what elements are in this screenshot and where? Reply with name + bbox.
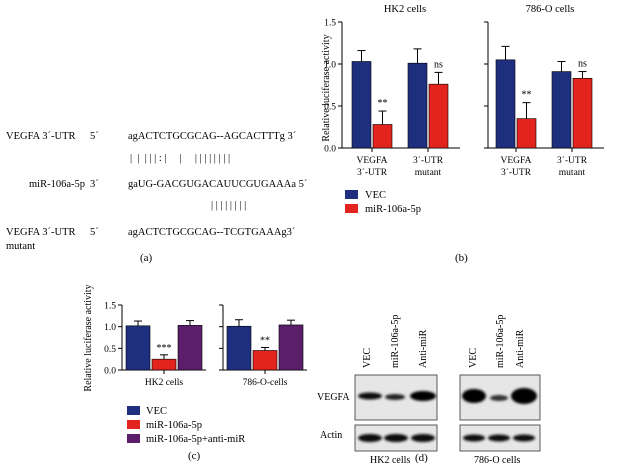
wb-hk2-actin-band-anti [411, 434, 435, 442]
seq-row1-sequence: agACTCTGCGCAG--AGCACTTTg 3´ [128, 131, 296, 142]
panel-b-786o-bar-vec-1 [551, 71, 572, 149]
panel-c-hk2-x-tick-label: HK2 cells [145, 378, 184, 388]
wb-786o-vegfa-band-anti [511, 388, 537, 404]
panel-label-b: (b) [455, 252, 468, 264]
seq-row3-label: VEGFA 3´-UTR [6, 227, 76, 238]
legend-c-anti-swatch [127, 434, 140, 443]
panel-b-786o-x-tick-label-0-2: 3´-UTR [501, 167, 532, 178]
wb-786o-actin-band-anti [513, 434, 535, 442]
panel-c-chart: Relative luciferase activity 0.0 0.5 1.0 1.5… [83, 284, 307, 392]
wb-row-label-actin: Actin [320, 430, 342, 441]
panel-b-786o-bar-vec-0 [495, 59, 516, 149]
panel-b-hk2-y-tick-label: 1.0 [324, 61, 336, 71]
panel-label-c: (c) [188, 450, 201, 462]
legend-c-mir-swatch [127, 420, 140, 429]
legend-b-vec-swatch [345, 190, 358, 199]
legend-c-mir-label: miR-106a-5p [146, 420, 202, 431]
seq-row2-label: miR-106a-5p [29, 179, 85, 190]
seq-row1-end: 5´ [90, 131, 99, 142]
panel-c-786o-x-tick-label: 786-O-cells [243, 378, 288, 388]
wb-786o-lane-anti: Anti-miR [515, 329, 526, 368]
panel-b-hk2-x-tick-label-0-1: VEGFA [357, 156, 388, 166]
panel-b-chart: Relative luciferase activity 0.0 0.5 1.0 1.5… [321, 4, 604, 178]
panel-c-786o-bar-vec [226, 325, 252, 371]
panel-c-786o-bar-anti [278, 324, 304, 371]
panel-b-hk2-title: HK2 cells [384, 4, 426, 15]
seq-row2-sequence: gaUG-GACGUGACAUUCGUGAAAa 5´ [128, 179, 307, 190]
wb-hk2-actin-band-vec [358, 434, 382, 442]
panel-b-hk2-x-tick-label-1-1: 3´-UTR [413, 155, 444, 166]
legend-b-vec-label: VEC [365, 190, 386, 201]
panel-c-786o-bar-mir [252, 350, 278, 371]
panel-c-hk2-bar-vec [125, 325, 151, 371]
panel-b-hk2-annotation-0: ** [378, 98, 388, 109]
wb-hk2-vegfa-band-mir [385, 394, 405, 400]
wb-hk2-lane-anti: Anti-miR [418, 329, 429, 368]
panel-c-hk2-y-tick-label: 0.0 [104, 367, 116, 377]
panel-c-hk2-y-tick-label: 0.5 [104, 345, 116, 355]
panel-label-a: (a) [140, 252, 153, 264]
panel-c-legend: VEC miR-106a-5p miR-106a-5p+anti-miR (c) [127, 406, 245, 462]
panel-b-hk2-bar-vec-0 [351, 61, 372, 149]
seq-pairing-bars-2: | | | | | | | | [211, 200, 246, 211]
panel-c-hk2-y-tick-label: 1.5 [104, 302, 116, 312]
panel-b-hk2-x-tick-label-1-2: mutant [415, 168, 442, 178]
panel-b-hk2-y-tick-label: 0.5 [324, 103, 336, 113]
wb-786o-lane-mir: miR-106a-5p [495, 315, 506, 368]
panel-b-legend: VEC miR-106a-5p (b) [345, 190, 468, 264]
panel-b-hk2-bar-vec-1 [407, 62, 428, 149]
panel-b-hk2-annotation-1: ns [434, 59, 443, 70]
wb-786o-lane-vec: VEC [468, 348, 479, 368]
seq-row1-label: VEGFA 3´-UTR [6, 131, 76, 142]
wb-hk2-vegfa-band-anti [410, 391, 436, 401]
wb-panel-label-786o: 786-O cells [474, 455, 520, 463]
wb-hk2-lane-mir: miR-106a-5p [390, 315, 401, 368]
panel-d-western-blot: VEC miR-106a-5p Anti-miR VEC miR-106a-5p… [317, 315, 541, 466]
panel-c-786o-annotation: ** [260, 335, 270, 346]
wb-panel-label-hk2: HK2 cells [370, 455, 410, 463]
panel-b-hk2-bar-mir-0 [372, 124, 393, 149]
panel-b-hk2-y-tick-label: 0.0 [324, 145, 336, 155]
panel-b-786o-x-tick-label-1-1: 3´-UTR [557, 155, 588, 166]
panel-b-786o-annotation-0: ** [522, 90, 532, 101]
seq-row2-end: 3´ [90, 179, 99, 190]
wb-786o-vegfa-band-mir [490, 395, 508, 401]
panel-c-hk2-bar-mir [151, 358, 177, 371]
panel-b-786o-bar-mir-1 [572, 77, 593, 149]
seq-row3-label-mutant: mutant [6, 241, 35, 252]
panel-c-hk2-y-tick-label: 1.0 [104, 323, 116, 333]
panel-b-hk2-bar-mir-1 [428, 83, 449, 149]
wb-row-label-vegfa: VEGFA [317, 392, 350, 403]
wb-786o-actin-band-mir [488, 434, 510, 442]
panel-b-hk2-x-tick-label-0-2: 3´-UTR [357, 167, 388, 178]
panel-b-786o-x-tick-label-1-2: mutant [559, 168, 586, 178]
panel-b-786o-title: 786-O cells [526, 4, 575, 15]
panel-a-alignment: VEGFA 3´-UTR 5´ agACTCTGCGCAG--AGCACTTTg… [6, 131, 307, 264]
panel-b-y-axis-label: Relative luciferase activity [321, 34, 332, 141]
seq-pairing-bars-1: | | | | | : | | | | | | | | | | [130, 153, 230, 164]
wb-hk2-lane-vec: VEC [362, 348, 373, 368]
panel-b-786o-annotation-1: ns [578, 59, 587, 70]
panel-c-y-axis-label: Relative luciferase activity [83, 284, 94, 391]
panel-b-786o-bar-mir-0 [516, 118, 537, 149]
seq-row3-end: 5´ [90, 227, 99, 238]
seq-row3-sequence: agACTCTGCGCAG--TCGTGAAAg3´ [128, 227, 295, 238]
panel-c-hk2-bar-anti [177, 325, 203, 371]
wb-hk2-actin-band-mir [384, 434, 408, 442]
legend-c-vec-label: VEC [146, 406, 167, 417]
legend-c-vec-swatch [127, 406, 140, 415]
legend-b-mir-label: miR-106a-5p [365, 204, 421, 215]
panel-label-d: (d) [415, 452, 428, 463]
legend-c-anti-label: miR-106a-5p+anti-miR [146, 434, 245, 445]
panel-b-786o-x-tick-label-0-1: VEGFA [501, 156, 532, 166]
panel-b-hk2-y-tick-label: 1.5 [324, 19, 336, 29]
wb-786o-vegfa-band-vec [462, 389, 486, 403]
wb-786o-actin-band-vec [463, 434, 485, 442]
panel-c-hk2-annotation: *** [157, 343, 172, 354]
wb-hk2-vegfa-band-vec [358, 392, 382, 400]
legend-b-mir-swatch [345, 204, 358, 213]
